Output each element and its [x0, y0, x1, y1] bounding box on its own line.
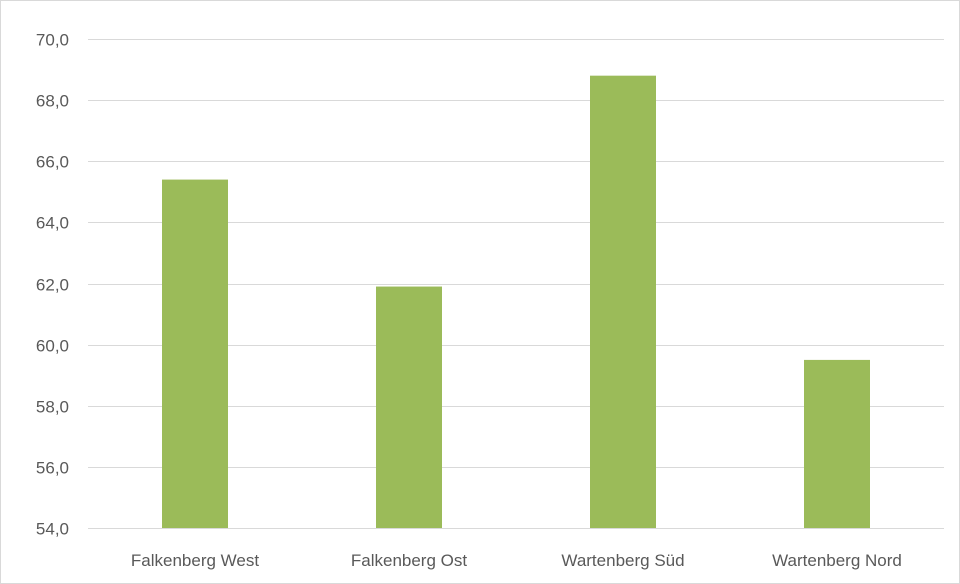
y-tick-label: 54,0 [36, 520, 69, 539]
bar [804, 359, 870, 528]
y-axis-tick-labels: 54,0 56,0 58,0 60,0 62,0 64,0 66,0 68,0 70,0 [36, 31, 69, 539]
y-tick-label: 56,0 [36, 459, 69, 478]
y-tick-label: 66,0 [36, 153, 69, 172]
y-tick-label: 62,0 [36, 276, 69, 295]
y-tick-label: 60,0 [36, 337, 69, 356]
x-category-label: Falkenberg Ost [351, 551, 467, 570]
bar [162, 179, 228, 528]
gridlines [88, 39, 944, 529]
y-tick-label: 70,0 [36, 31, 69, 50]
x-axis-category-labels: Falkenberg West Falkenberg Ost Wartenberg … [131, 551, 902, 570]
bars [162, 75, 870, 529]
x-category-label: Wartenberg Süd [561, 551, 684, 570]
x-category-label: Falkenberg West [131, 551, 259, 570]
bar [376, 286, 442, 528]
y-tick-label: 58,0 [36, 398, 69, 417]
bar [590, 75, 656, 529]
y-tick-label: 64,0 [36, 214, 69, 233]
y-tick-label: 68,0 [36, 92, 69, 111]
x-category-label: Wartenberg Nord [772, 551, 902, 570]
